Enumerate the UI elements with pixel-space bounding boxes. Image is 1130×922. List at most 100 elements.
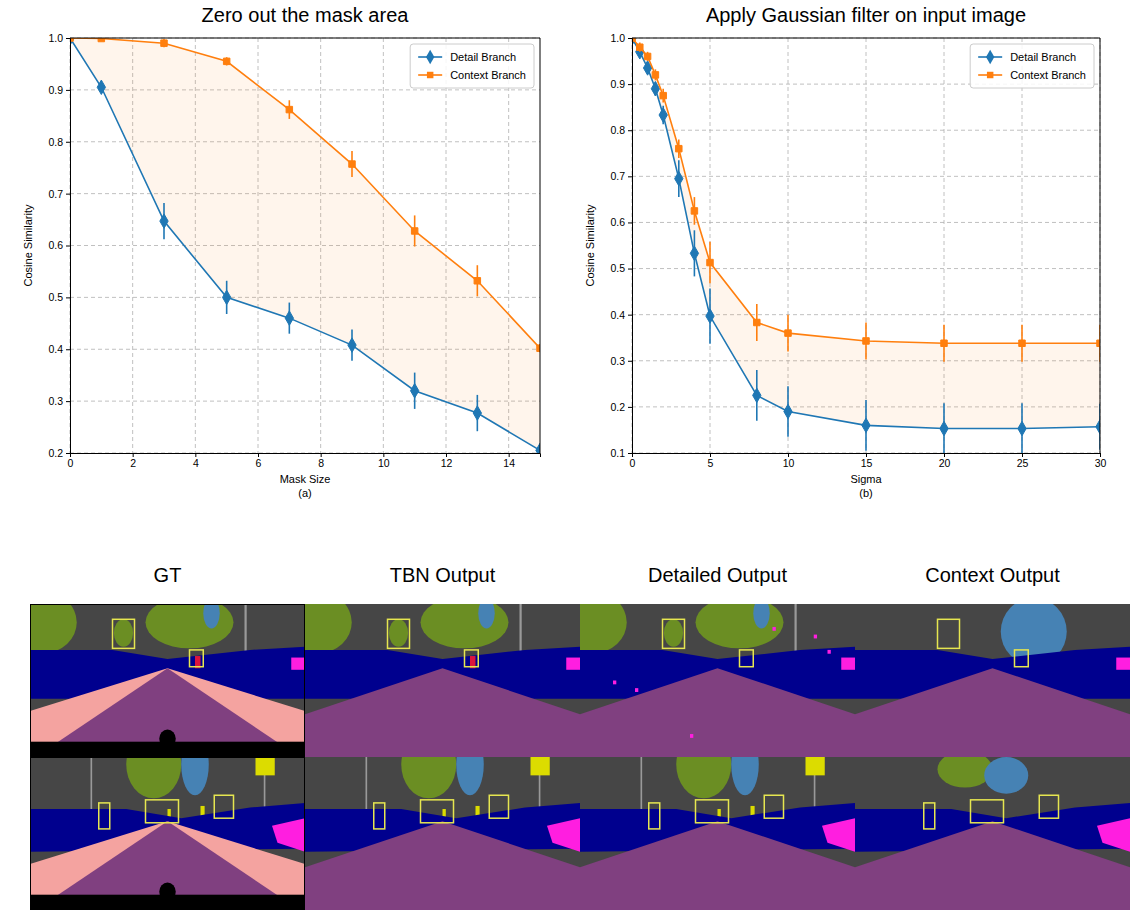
tick: 0.8 [48, 136, 70, 148]
tick-label: 2 [130, 457, 136, 469]
road [305, 668, 580, 757]
series-marker [98, 38, 104, 42]
series-marker [754, 319, 760, 325]
highlight-box [1015, 650, 1029, 667]
series-marker [941, 340, 947, 346]
series-marker [286, 106, 292, 112]
tick: 14 [503, 453, 515, 469]
sky [731, 757, 759, 795]
tick-label: 1.0 [610, 32, 625, 44]
series-marker [675, 171, 683, 185]
tree [114, 619, 133, 647]
fence [1116, 658, 1130, 670]
x-axis-title: Mask Size [280, 473, 331, 485]
grid-line [710, 38, 711, 453]
tick: 30 [1095, 453, 1107, 469]
column-title: Context Output [925, 564, 1060, 586]
fill-between [70, 38, 540, 450]
highlight-box [489, 795, 508, 818]
tree [938, 757, 993, 788]
fence [291, 658, 305, 670]
grid-line [632, 314, 1100, 315]
tick-label: 0.2 [48, 447, 63, 459]
tick-mark [66, 38, 70, 39]
tick-label: 8 [318, 457, 324, 469]
series-marker [784, 404, 792, 418]
highlight-box [374, 803, 385, 829]
tick: 0.6 [610, 216, 632, 228]
tick-label: 1.0 [48, 32, 63, 44]
legend-marker [987, 72, 993, 78]
tick-label: 0.9 [610, 78, 625, 90]
tick-label: 0.7 [610, 170, 625, 182]
tick-mark [321, 453, 322, 457]
tick-mark [133, 453, 134, 457]
tick: 0.4 [48, 343, 70, 355]
sky [203, 604, 220, 628]
legend-label: Context Branch [1010, 69, 1086, 81]
tick-mark [1022, 453, 1023, 457]
tick-mark [383, 453, 384, 457]
chart-panel: 024681012140.20.30.40.50.60.70.80.91.0Ze… [22, 4, 544, 499]
noise [690, 734, 693, 738]
tick-label: 12 [441, 457, 453, 469]
legend-label: Detail Branch [1010, 51, 1076, 63]
y-axis: 0.20.30.40.50.60.70.80.91.0 [48, 32, 70, 459]
tree [126, 757, 181, 798]
tick-label: 0.1 [610, 447, 625, 459]
tick: 20 [939, 453, 951, 469]
highlight-box [663, 619, 685, 648]
series-marker [690, 246, 698, 260]
noise [773, 627, 776, 631]
column-title: Detailed Output [648, 564, 787, 586]
axis-line [66, 39, 71, 454]
sky [181, 757, 209, 795]
tick-label: 0.5 [48, 291, 63, 303]
tick: 0.2 [48, 447, 70, 459]
tree [401, 757, 456, 798]
tick: 10 [783, 453, 795, 469]
tick-label: 0 [68, 457, 74, 469]
tree [580, 604, 627, 653]
series-line [70, 38, 540, 348]
tick-mark [66, 453, 70, 454]
series-marker [652, 72, 658, 78]
fence [822, 818, 855, 852]
grid [632, 38, 1100, 453]
tick: 0.1 [610, 447, 632, 459]
series-marker [349, 161, 355, 167]
tick-label: 0.2 [610, 401, 625, 413]
legend-item: Context Branch [978, 69, 1086, 81]
y-axis-title: Cosine Similarity [22, 204, 34, 286]
legend-label: Context Branch [450, 69, 526, 81]
segmentation-image [580, 757, 855, 910]
tick-label: 0.5 [610, 262, 625, 274]
tick-mark [1100, 453, 1101, 457]
chart-title: Zero out the mask area [202, 4, 410, 26]
fill-between [632, 38, 1100, 429]
series-marker [785, 330, 791, 336]
tick-mark [788, 453, 789, 457]
tick-label: 0.6 [610, 216, 625, 228]
grid [70, 38, 540, 453]
tick: 0.7 [48, 187, 70, 199]
highlight-box [971, 800, 1004, 823]
legend-item: Detail Branch [418, 50, 516, 64]
fence [1097, 818, 1130, 852]
y-axis-title: Cosine Similarity [584, 204, 596, 286]
sky [478, 604, 495, 628]
series-marker [1019, 340, 1025, 346]
highlight-box [388, 619, 410, 648]
tick: 1.0 [610, 32, 632, 44]
series-marker [659, 108, 667, 122]
tick: 10 [378, 453, 390, 469]
tree [389, 619, 408, 647]
tree [146, 604, 234, 648]
highlight-box [649, 803, 660, 829]
tree [664, 619, 683, 647]
tick-label: 14 [503, 457, 515, 469]
series-marker [474, 278, 480, 284]
tick-label: 0 [630, 457, 636, 469]
frame [1100, 38, 1101, 453]
panel-label: (b) [859, 487, 872, 499]
